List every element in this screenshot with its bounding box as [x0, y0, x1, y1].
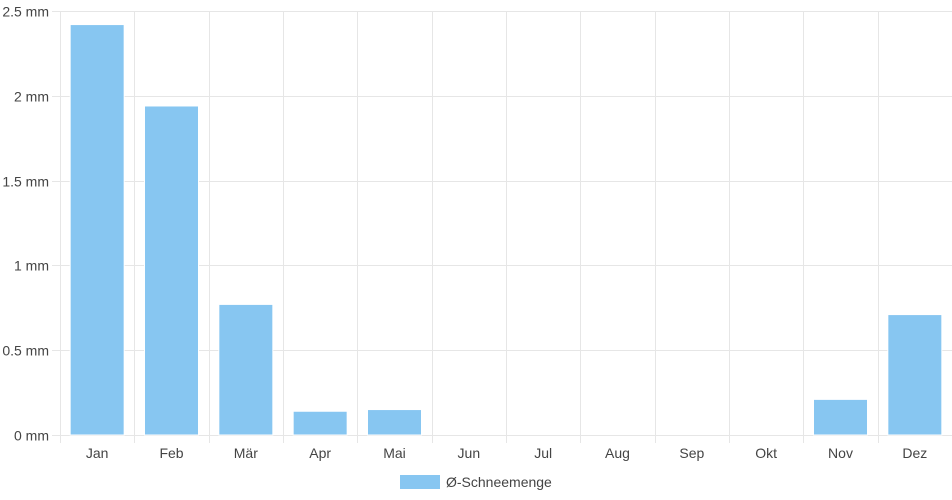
- x-tick-label: Okt: [755, 445, 777, 461]
- y-tick-label: 1 mm: [14, 258, 49, 274]
- x-tick-label: Mär: [234, 445, 258, 461]
- x-tick-label: Aug: [605, 445, 630, 461]
- bar-mai[interactable]: [367, 409, 422, 436]
- bars-layer: [69, 24, 943, 436]
- grid-layer: [52, 11, 952, 443]
- x-axis: Jan Feb Mär Apr Mai Jun Jul Aug Sep Okt Nov Dez: [86, 445, 927, 461]
- x-tick-label: Dez: [902, 445, 927, 461]
- legend-label[interactable]: Ø-Schneemenge: [446, 474, 552, 490]
- bar-apr[interactable]: [292, 410, 348, 436]
- x-tick-label: Nov: [828, 445, 853, 461]
- bar-jan[interactable]: [69, 24, 125, 436]
- y-tick-label: 0 mm: [14, 428, 49, 444]
- x-tick-label: Jan: [86, 445, 109, 461]
- legend-swatch[interactable]: [400, 475, 440, 489]
- x-tick-label: Jul: [534, 445, 552, 461]
- y-tick-label: 2.5 mm: [2, 4, 49, 20]
- y-tick-label: 2 mm: [14, 89, 49, 105]
- y-axis: 0 mm 0.5 mm 1 mm 1.5 mm 2 mm 2.5 mm: [2, 4, 49, 444]
- y-tick-label: 0.5 mm: [2, 343, 49, 359]
- x-tick-label: Mai: [383, 445, 406, 461]
- x-tick-label: Feb: [159, 445, 183, 461]
- y-tick-label: 1.5 mm: [2, 174, 49, 190]
- x-tick-label: Sep: [679, 445, 704, 461]
- bar-feb[interactable]: [144, 105, 199, 436]
- legend[interactable]: Ø-Schneemenge: [400, 474, 552, 490]
- x-tick-label: Jun: [458, 445, 481, 461]
- x-tick-label: Apr: [309, 445, 331, 461]
- bar-mär[interactable]: [218, 303, 274, 436]
- bar-dez[interactable]: [887, 314, 943, 436]
- bar-nov[interactable]: [813, 398, 868, 436]
